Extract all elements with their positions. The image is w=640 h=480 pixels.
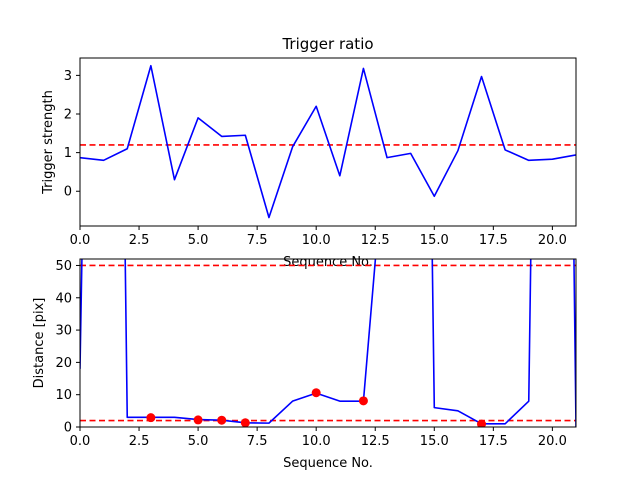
bottom-data-point (217, 415, 227, 425)
bottom-y-tick-label: 40 (55, 291, 72, 306)
bottom-data-point (240, 418, 250, 427)
bottom-x-tick-label: 15.0 (420, 434, 449, 449)
top-x-tick-label: 17.5 (479, 233, 508, 248)
bottom-x-tick-label: 17.5 (479, 434, 508, 449)
top-y-tick-label: 2 (64, 108, 72, 123)
top-x-tick-label: 15.0 (420, 233, 449, 248)
top-x-axis-label: Sequence No. (283, 255, 373, 270)
bottom-x-tick-label: 7.5 (247, 434, 268, 449)
top-chart-title: Trigger ratio (281, 35, 373, 53)
top-y-tick-label: 0 (64, 185, 72, 200)
top-x-tick-label: 10.0 (302, 233, 331, 248)
top-y-tick-label: 3 (64, 69, 72, 84)
bottom-x-axis-label: Sequence No. (283, 456, 373, 471)
bottom-x-tick-label: 5.0 (188, 434, 209, 449)
top-x-tick-label: 20.0 (538, 233, 567, 248)
bottom-data-point (477, 419, 487, 427)
top-series-line-1 (80, 64, 576, 219)
top-x-tick-label: 0.0 (70, 233, 91, 248)
bottom-subplot: Sequence No. Distance [pix] 0.0 2.5 5.0 7.5… (32, 258, 577, 471)
bottom-y-tick-label: 10 (55, 388, 72, 403)
bottom-y-axis-label: Distance [pix] (32, 298, 47, 389)
bottom-x-tick-label: 10.0 (302, 434, 331, 449)
bottom-x-tick-label: 2.5 (129, 434, 150, 449)
bottom-x-tick-label: 20.0 (538, 434, 567, 449)
bottom-data-point (146, 413, 156, 423)
top-y-tick-label: 1 (64, 146, 72, 161)
bottom-data-point (311, 388, 321, 398)
bottom-y-tick-label: 30 (55, 324, 72, 339)
top-x-tick-label: 5.0 (188, 233, 209, 248)
top-plot-frame (79, 57, 577, 227)
bottom-series-line-1 (80, 259, 576, 427)
bottom-data-point (193, 415, 203, 425)
bottom-x-tick-label: 12.5 (361, 434, 390, 449)
top-x-tick-label: 12.5 (361, 233, 390, 248)
top-y-axis-label: Trigger strength (41, 90, 56, 195)
bottom-x-tick-label: 0.0 (70, 434, 91, 449)
bottom-y-tick-label: 20 (55, 356, 72, 371)
bottom-plot-frame (79, 258, 577, 428)
top-x-tick-label: 2.5 (129, 233, 150, 248)
bottom-data-point (358, 396, 368, 406)
top-x-tick-label: 7.5 (247, 233, 268, 248)
bottom-y-tick-label: 0 (64, 421, 72, 436)
bottom-y-tick-label: 50 (55, 259, 72, 274)
